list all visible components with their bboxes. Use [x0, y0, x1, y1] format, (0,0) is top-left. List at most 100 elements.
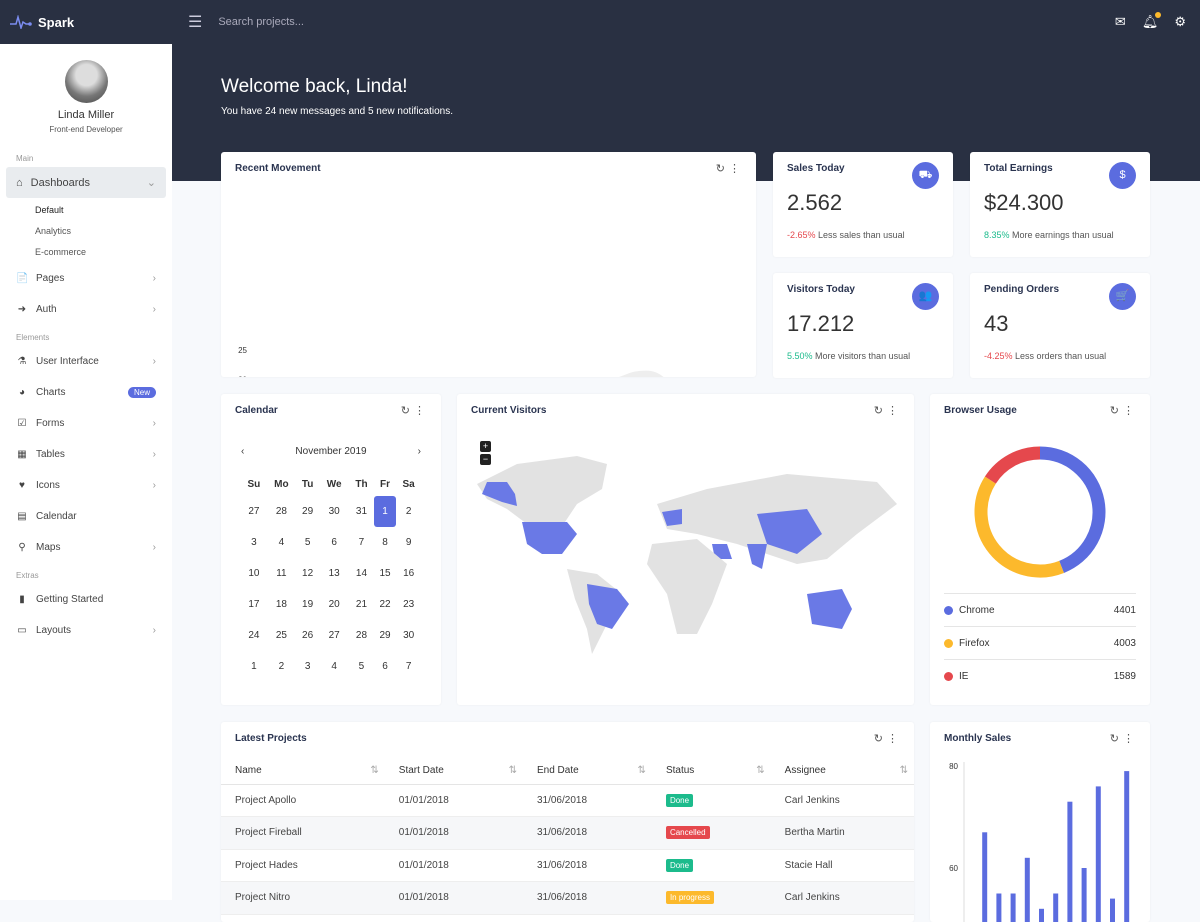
sidebar-sub-analytics[interactable]: Analytics [0, 221, 172, 242]
sidebar-sub-ecommerce[interactable]: E-commerce [0, 242, 172, 263]
calendar-day[interactable]: 13 [319, 558, 349, 589]
sidebar-item-layouts[interactable]: ▭Layouts› [0, 615, 172, 646]
sidebar-item-pages[interactable]: 📄Pages› [0, 263, 172, 294]
hamburger-menu-icon[interactable]: ☰ [188, 12, 202, 32]
column-header[interactable]: End Date⇅ [523, 758, 652, 784]
sort-icon[interactable]: ⇅ [900, 765, 908, 776]
sidebar-item-forms[interactable]: ☑Forms› [0, 408, 172, 439]
sidebar-item-label: Tables [36, 449, 65, 460]
calendar-day[interactable]: 5 [349, 651, 374, 682]
calendar-day[interactable]: 2 [267, 651, 296, 682]
calendar-day[interactable]: 20 [319, 589, 349, 620]
sort-icon[interactable]: ⇅ [638, 765, 646, 776]
more-icon[interactable]: ⋮ [887, 733, 902, 745]
calendar-day[interactable]: 21 [349, 589, 374, 620]
calendar-day[interactable]: 2 [396, 496, 421, 527]
calendar-day[interactable]: 7 [396, 651, 421, 682]
calendar-day[interactable]: 9 [396, 527, 421, 558]
area-chart: 0510152025JanFebMarAprMayJunJulAugSepOct… [221, 152, 756, 377]
calendar-day[interactable]: 22 [374, 589, 396, 620]
calendar-day[interactable]: 27 [319, 620, 349, 651]
world-map[interactable] [457, 394, 914, 705]
calendar-day[interactable]: 30 [396, 620, 421, 651]
calendar-day[interactable]: 29 [296, 496, 319, 527]
bell-icon[interactable]: 🔔︎ [1142, 14, 1159, 30]
calendar-day[interactable]: 6 [374, 651, 396, 682]
calendar-day[interactable]: 18 [267, 589, 296, 620]
more-icon[interactable]: ⋮ [1123, 405, 1138, 417]
chevron-right-icon: › [153, 356, 156, 367]
sidebar-item-user-interface[interactable]: ⚗User Interface› [0, 346, 172, 377]
calendar-day[interactable]: 25 [267, 620, 296, 651]
calendar-day[interactable]: 16 [396, 558, 421, 589]
calendar-day[interactable]: 7 [349, 527, 374, 558]
column-header[interactable]: Status⇅ [652, 758, 771, 784]
home-icon: ⌂ [16, 177, 23, 189]
calendar-day[interactable]: 12 [296, 558, 319, 589]
refresh-icon[interactable]: ↻ [874, 733, 887, 745]
avatar[interactable] [65, 60, 108, 103]
sidebar-item-auth[interactable]: ➜Auth› [0, 294, 172, 325]
stat-text: Less sales than usual [818, 230, 905, 240]
table-cell: Project Fireball [221, 817, 385, 850]
column-header[interactable]: Start Date⇅ [385, 758, 523, 784]
calendar-day[interactable]: 6 [319, 527, 349, 558]
y-tick-label: 20 [238, 375, 247, 377]
sort-icon[interactable]: ⇅ [756, 765, 764, 776]
calendar-day[interactable]: 8 [374, 527, 396, 558]
gear-icon[interactable]: ⚙ [1174, 14, 1186, 30]
calendar-day[interactable]: 28 [349, 620, 374, 651]
calendar-day[interactable]: 26 [296, 620, 319, 651]
table-cell: 31/06/2018 [523, 817, 652, 850]
sidebar-item-getting-started[interactable]: ▮Getting Started [0, 584, 172, 615]
envelope-icon[interactable]: ✉ [1115, 14, 1126, 30]
calendar-day[interactable]: 11 [267, 558, 296, 589]
calendar-day[interactable]: 3 [241, 527, 267, 558]
status-badge: In progress [666, 891, 714, 904]
calendar-day[interactable]: 15 [374, 558, 396, 589]
refresh-icon[interactable]: ↻ [401, 405, 414, 417]
calendar-day[interactable]: 19 [296, 589, 319, 620]
column-header[interactable]: Name⇅ [221, 758, 385, 784]
calendar-day[interactable]: 28 [267, 496, 296, 527]
sort-icon[interactable]: ⇅ [370, 765, 378, 776]
prev-month-icon[interactable]: ‹ [241, 446, 244, 457]
calendar-day[interactable]: 29 [374, 620, 396, 651]
calendar-day[interactable]: 10 [241, 558, 267, 589]
sidebar-item-maps[interactable]: ⚲Maps› [0, 532, 172, 563]
calendar-day[interactable]: 3 [296, 651, 319, 682]
calendar-day[interactable]: 14 [349, 558, 374, 589]
sidebar-item-icons[interactable]: ♥Icons› [0, 470, 172, 501]
calendar-day[interactable]: 27 [241, 496, 267, 527]
calendar-day[interactable]: 31 [349, 496, 374, 527]
calendar-day[interactable]: 24 [241, 620, 267, 651]
search-input[interactable] [218, 16, 518, 28]
calendar-day[interactable]: 1 [241, 651, 267, 682]
brand[interactable]: Spark [0, 15, 172, 30]
calendar-day[interactable]: 17 [241, 589, 267, 620]
bar [1110, 899, 1115, 922]
sidebar-item-tables[interactable]: ▦Tables› [0, 439, 172, 470]
calendar-day[interactable]: 1 [374, 496, 396, 527]
sidebar-item-label: Pages [36, 273, 64, 284]
sidebar-icon: ➜ [16, 304, 28, 315]
sort-icon[interactable]: ⇅ [509, 765, 517, 776]
sidebar-sub-default[interactable]: Default [0, 200, 172, 221]
column-header[interactable]: Assignee⇅ [771, 758, 914, 784]
sidebar-item-dashboards[interactable]: ⌂Dashboards⌄ [6, 167, 166, 198]
calendar-day[interactable]: 4 [319, 651, 349, 682]
calendar-day[interactable]: 30 [319, 496, 349, 527]
next-month-icon[interactable]: › [418, 446, 421, 457]
refresh-icon[interactable]: ↻ [1110, 405, 1123, 417]
more-icon[interactable]: ⋮ [414, 405, 429, 417]
sidebar-item-calendar[interactable]: ▤Calendar [0, 501, 172, 532]
calendar-day[interactable]: 23 [396, 589, 421, 620]
calendar-day[interactable]: 4 [267, 527, 296, 558]
calendar-day[interactable]: 5 [296, 527, 319, 558]
